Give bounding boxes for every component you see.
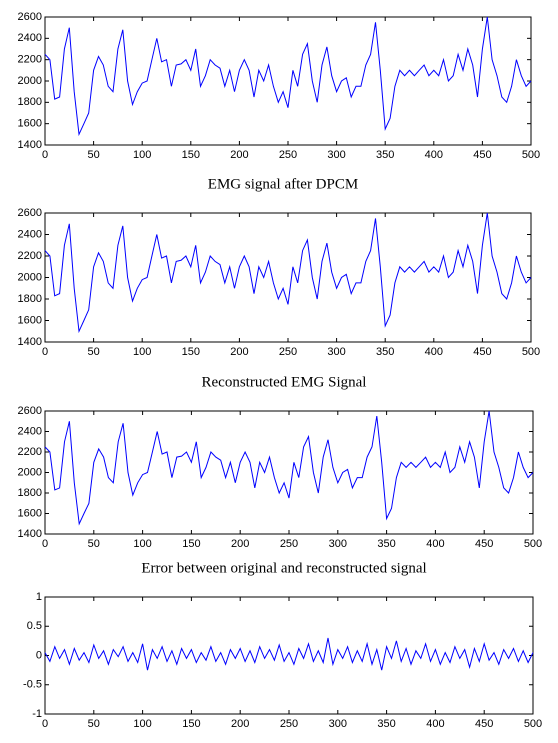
x-tick-label: 500 bbox=[524, 718, 542, 730]
x-tick-label: 400 bbox=[426, 538, 444, 550]
signal-line bbox=[44, 637, 534, 671]
x-tick-label: 450 bbox=[475, 718, 493, 730]
x-tick-label: 500 bbox=[522, 346, 540, 358]
y-tick-label: 1600 bbox=[18, 507, 42, 519]
y-tick-label: 0.5 bbox=[27, 620, 42, 632]
y-tick-label: 2200 bbox=[18, 54, 42, 66]
x-tick-label: 400 bbox=[426, 718, 444, 730]
x-tick-label: 450 bbox=[475, 538, 493, 550]
x-tick-label: 100 bbox=[133, 149, 151, 161]
y-tick-label: 1400 bbox=[18, 336, 42, 348]
x-tick-label: 450 bbox=[473, 149, 491, 161]
x-tick-label: 50 bbox=[87, 346, 99, 358]
x-tick-label: 300 bbox=[327, 346, 345, 358]
y-tick-label: 2600 bbox=[18, 207, 42, 219]
signal-line bbox=[44, 16, 532, 137]
y-tick-label: -1 bbox=[32, 708, 42, 720]
x-tick-label: 400 bbox=[425, 149, 443, 161]
x-tick-label: 0 bbox=[42, 718, 48, 730]
y-tick-label: 2000 bbox=[18, 75, 42, 87]
chart-title: Reconstructed EMG Signal bbox=[202, 374, 367, 390]
x-tick-label: 250 bbox=[279, 149, 297, 161]
x-tick-label: 150 bbox=[182, 538, 200, 550]
axes-box bbox=[44, 596, 534, 715]
y-tick-label: 1600 bbox=[18, 118, 42, 130]
y-tick-label: 1 bbox=[36, 591, 42, 603]
x-tick-label: 50 bbox=[87, 149, 99, 161]
y-tick-label: 2000 bbox=[18, 466, 42, 478]
x-tick-label: 200 bbox=[231, 718, 249, 730]
x-tick-label: 400 bbox=[425, 346, 443, 358]
x-tick-label: 350 bbox=[376, 149, 394, 161]
x-tick-label: 350 bbox=[377, 718, 395, 730]
x-tick-label: 0 bbox=[42, 346, 48, 358]
y-tick-label: 1800 bbox=[18, 293, 42, 305]
x-tick-label: 450 bbox=[473, 346, 491, 358]
y-tick-label: 2000 bbox=[18, 271, 42, 283]
y-tick-label: 1800 bbox=[18, 487, 42, 499]
axes-box bbox=[44, 212, 532, 343]
x-tick-label: 50 bbox=[88, 538, 100, 550]
y-tick-label: 2400 bbox=[18, 32, 42, 44]
x-tick-label: 200 bbox=[230, 346, 248, 358]
x-tick-label: 300 bbox=[329, 538, 347, 550]
signal-line bbox=[44, 410, 534, 526]
x-tick-label: 0 bbox=[42, 538, 48, 550]
x-tick-label: 100 bbox=[133, 538, 151, 550]
x-tick-label: 200 bbox=[231, 538, 249, 550]
signal-line bbox=[44, 212, 532, 334]
y-tick-label: 0 bbox=[36, 649, 42, 661]
x-tick-label: 300 bbox=[329, 718, 347, 730]
x-tick-label: 250 bbox=[279, 346, 297, 358]
x-tick-label: 250 bbox=[280, 538, 298, 550]
y-tick-label: -0.5 bbox=[23, 679, 42, 691]
x-tick-label: 500 bbox=[524, 538, 542, 550]
x-tick-label: 50 bbox=[88, 718, 100, 730]
y-tick-label: 2200 bbox=[18, 250, 42, 262]
y-tick-label: 2400 bbox=[18, 425, 42, 437]
axes-box bbox=[44, 16, 532, 146]
y-tick-label: 1400 bbox=[18, 528, 42, 540]
y-tick-label: 2600 bbox=[18, 11, 42, 23]
y-tick-label: 1400 bbox=[18, 139, 42, 151]
chart-title: Error between original and reconstructed… bbox=[141, 560, 426, 576]
x-tick-label: 300 bbox=[327, 149, 345, 161]
axes-box bbox=[44, 410, 534, 535]
y-tick-label: 2600 bbox=[18, 405, 42, 417]
y-tick-label: 2400 bbox=[18, 228, 42, 240]
x-tick-label: 250 bbox=[280, 718, 298, 730]
x-tick-label: 150 bbox=[182, 346, 200, 358]
chart-title: EMG signal after DPCM bbox=[208, 176, 358, 192]
x-tick-label: 0 bbox=[42, 149, 48, 161]
x-tick-label: 100 bbox=[133, 346, 151, 358]
y-tick-label: 2200 bbox=[18, 446, 42, 458]
x-tick-label: 500 bbox=[522, 149, 540, 161]
y-tick-label: 1800 bbox=[18, 96, 42, 108]
x-tick-label: 150 bbox=[182, 718, 200, 730]
x-tick-label: 200 bbox=[230, 149, 248, 161]
y-tick-label: 1600 bbox=[18, 314, 42, 326]
x-tick-label: 350 bbox=[377, 538, 395, 550]
x-tick-label: 150 bbox=[182, 149, 200, 161]
x-tick-label: 100 bbox=[133, 718, 151, 730]
x-tick-label: 350 bbox=[376, 346, 394, 358]
